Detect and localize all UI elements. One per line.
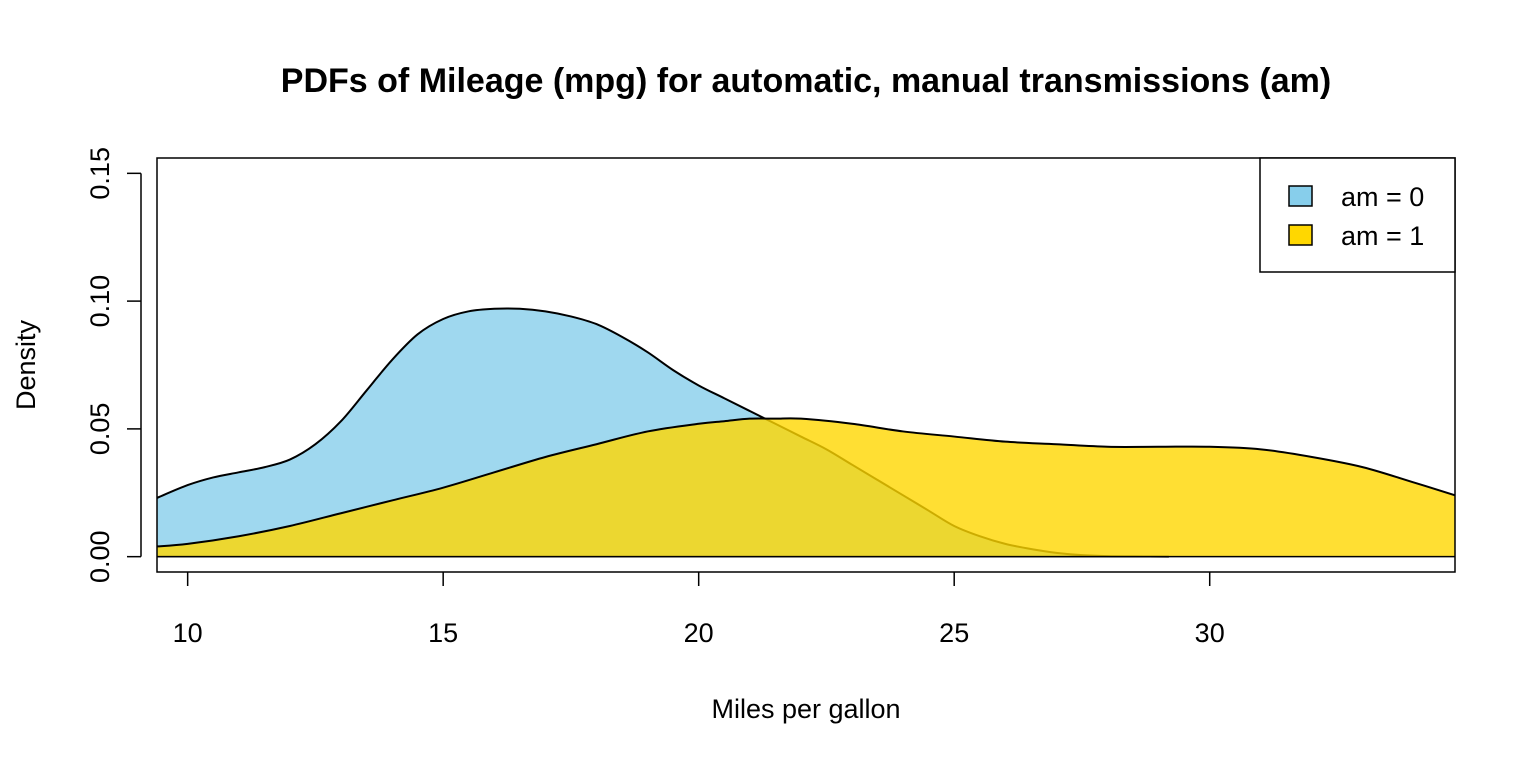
x-tick-label: 25 — [939, 618, 969, 648]
legend-label-am1: am = 1 — [1341, 221, 1424, 251]
y-axis-label: Density — [11, 319, 41, 410]
chart-title: PDFs of Mileage (mpg) for automatic, man… — [281, 62, 1331, 100]
density-area-am1 — [157, 418, 1455, 557]
y-tick-label: 0.10 — [85, 275, 115, 328]
x-tick-label: 20 — [684, 618, 714, 648]
x-axis: 10 15 20 25 30 — [173, 572, 1225, 648]
y-tick-label: 0.00 — [85, 530, 115, 583]
x-tick-label: 30 — [1195, 618, 1225, 648]
legend-swatch-am0 — [1288, 185, 1313, 207]
plot-frame — [156, 157, 1456, 573]
y-axis: 0.00 0.05 0.10 0.15 — [85, 147, 142, 583]
y-tick-label: 0.05 — [85, 403, 115, 456]
x-tick-label: 15 — [428, 618, 458, 648]
x-axis-label: Miles per gallon — [711, 694, 900, 724]
y-tick-label: 0.15 — [85, 147, 115, 200]
legend-box — [1259, 157, 1456, 273]
series-layer — [157, 307, 1455, 558]
legend-swatch-am1 — [1288, 224, 1313, 246]
x-tick-label: 10 — [173, 618, 203, 648]
density-line-am1 — [157, 417, 1455, 548]
legend-label-am0: am = 0 — [1341, 182, 1424, 212]
legend: am = 0 am = 1 — [1259, 157, 1456, 273]
